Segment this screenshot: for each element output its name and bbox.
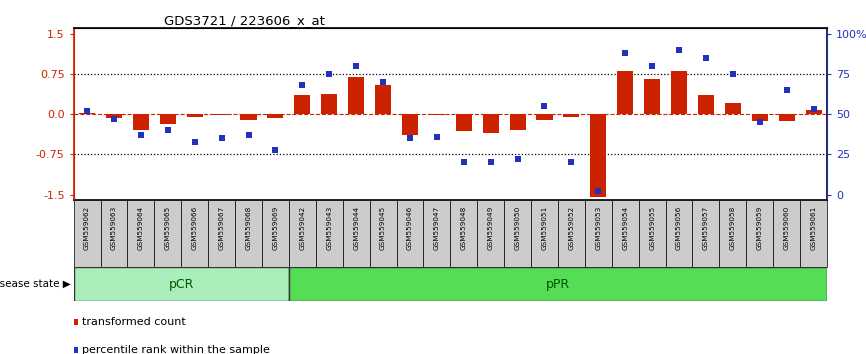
Bar — [181, 200, 208, 267]
Text: percentile rank within the sample: percentile rank within the sample — [82, 346, 270, 354]
Text: GSM559064: GSM559064 — [138, 205, 144, 250]
Bar — [423, 200, 450, 267]
Bar — [370, 200, 397, 267]
Text: GSM559061: GSM559061 — [811, 205, 817, 250]
Bar — [106, 114, 122, 119]
Text: GSM559053: GSM559053 — [595, 205, 601, 250]
Bar — [531, 200, 558, 267]
Text: pCR: pCR — [169, 278, 194, 291]
Text: GSM559063: GSM559063 — [111, 205, 117, 250]
Bar — [74, 200, 100, 267]
Text: GSM559055: GSM559055 — [650, 205, 655, 250]
Bar — [456, 114, 472, 131]
Bar — [482, 114, 499, 133]
Bar — [779, 114, 795, 121]
Bar — [671, 71, 687, 114]
Bar — [294, 95, 310, 114]
Text: GSM559042: GSM559042 — [300, 205, 306, 250]
Text: GSM559044: GSM559044 — [353, 205, 359, 250]
Bar — [805, 110, 822, 114]
Bar — [429, 114, 445, 115]
Bar — [638, 200, 666, 267]
Bar — [536, 114, 553, 120]
Bar — [725, 103, 741, 114]
Text: GSM559048: GSM559048 — [461, 205, 467, 250]
Bar — [720, 200, 746, 267]
Text: pPR: pPR — [546, 278, 570, 291]
Text: disease state ▶: disease state ▶ — [0, 279, 71, 289]
Text: GSM559052: GSM559052 — [568, 205, 574, 250]
Bar — [348, 76, 365, 114]
Text: GSM559065: GSM559065 — [165, 205, 171, 250]
Bar — [617, 71, 633, 114]
Text: GSM559059: GSM559059 — [757, 205, 763, 250]
Bar — [666, 200, 693, 267]
Bar — [773, 200, 800, 267]
Bar — [450, 200, 477, 267]
Bar — [100, 200, 127, 267]
Bar — [375, 85, 391, 114]
Bar — [698, 95, 714, 114]
Bar — [187, 114, 203, 117]
Bar — [241, 114, 256, 120]
Bar — [127, 200, 154, 267]
Bar — [79, 113, 95, 114]
Text: GSM559056: GSM559056 — [676, 205, 682, 250]
Bar — [746, 200, 773, 267]
Bar — [504, 200, 531, 267]
Text: GSM559045: GSM559045 — [380, 205, 386, 250]
Text: GSM559069: GSM559069 — [273, 205, 278, 250]
Text: GSM559062: GSM559062 — [84, 205, 90, 250]
Text: GSM559043: GSM559043 — [326, 205, 333, 250]
Text: GSM559046: GSM559046 — [407, 205, 413, 250]
Bar — [397, 200, 423, 267]
Bar — [214, 114, 229, 115]
Text: GSM559066: GSM559066 — [191, 205, 197, 250]
Text: GSM559058: GSM559058 — [730, 205, 736, 250]
Bar — [343, 200, 370, 267]
Bar — [591, 114, 606, 197]
Bar — [509, 114, 526, 130]
Bar — [289, 267, 827, 301]
Bar — [585, 200, 611, 267]
Bar — [208, 200, 235, 267]
Text: GSM559049: GSM559049 — [488, 205, 494, 250]
Bar — [235, 200, 262, 267]
Bar — [132, 114, 149, 130]
Bar — [477, 200, 504, 267]
Bar — [644, 79, 660, 114]
Bar — [159, 114, 176, 124]
Bar — [289, 200, 316, 267]
Bar — [316, 200, 343, 267]
Bar — [154, 200, 181, 267]
Bar — [268, 114, 283, 119]
Bar — [611, 200, 638, 267]
Bar — [693, 200, 720, 267]
Text: GSM559067: GSM559067 — [218, 205, 224, 250]
Bar — [558, 200, 585, 267]
Bar — [74, 267, 289, 301]
Bar — [262, 200, 289, 267]
Text: GSM559057: GSM559057 — [703, 205, 709, 250]
Bar — [321, 94, 337, 114]
Bar — [563, 114, 579, 117]
Bar — [402, 114, 418, 135]
Text: transformed count: transformed count — [82, 317, 185, 327]
Text: GSM559050: GSM559050 — [514, 205, 520, 250]
Text: GSM559051: GSM559051 — [541, 205, 547, 250]
Bar — [800, 200, 827, 267]
Text: GSM559054: GSM559054 — [623, 205, 628, 250]
Bar — [752, 114, 768, 121]
Text: GSM559060: GSM559060 — [784, 205, 790, 250]
Text: GSM559047: GSM559047 — [434, 205, 440, 250]
Text: GSM559068: GSM559068 — [246, 205, 251, 250]
Text: GDS3721 / 223606_x_at: GDS3721 / 223606_x_at — [164, 14, 325, 27]
